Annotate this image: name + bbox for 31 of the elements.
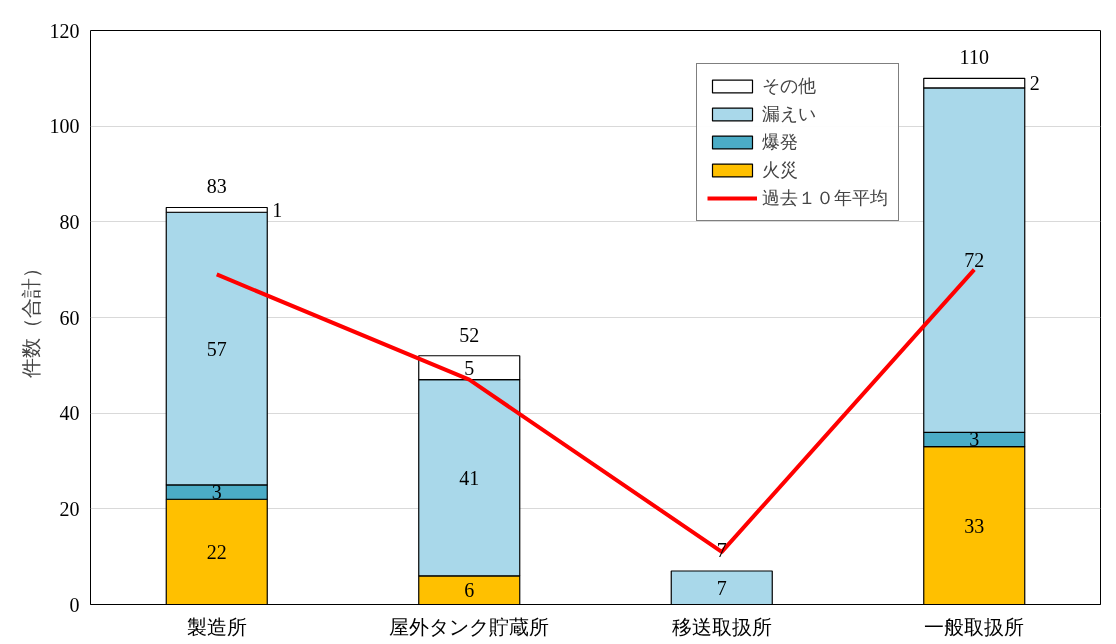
data-label: 41 — [459, 466, 480, 489]
data-label: 33 — [964, 514, 985, 537]
total-label: 52 — [459, 323, 480, 346]
data-label: 2 — [1029, 72, 1040, 95]
data-label: 3 — [211, 481, 222, 504]
x-tick-label: 移送取扱所 — [671, 615, 772, 638]
x-tick-label: 製造所 — [186, 615, 247, 638]
data-label: 57 — [206, 337, 227, 360]
data-label: 1 — [272, 198, 283, 221]
y-axis-title: 件数（合計） — [19, 257, 42, 378]
y-tick-label: 60 — [59, 306, 80, 329]
x-tick-label: 屋外タンク貯蔵所 — [389, 615, 550, 638]
y-tick-label: 40 — [59, 402, 80, 425]
data-label: 72 — [964, 249, 985, 272]
data-label: 5 — [464, 356, 475, 379]
data-label: 22 — [206, 540, 227, 563]
x-tick-label: 一般取扱所 — [924, 615, 1025, 638]
y-tick-label: 20 — [59, 497, 80, 520]
legend-label: 過去１０年平均 — [762, 186, 888, 210]
total-label: 110 — [959, 46, 989, 69]
y-tick-label: 100 — [49, 115, 80, 138]
y-tick-label: 80 — [59, 210, 80, 233]
total-label: 83 — [206, 175, 227, 198]
data-label: 6 — [464, 579, 475, 602]
data-label: 7 — [716, 576, 727, 599]
y-tick-label: 0 — [69, 593, 80, 616]
legend-label: 火災 — [762, 158, 798, 182]
legend-label: 漏えい — [762, 102, 816, 126]
legend-label: その他 — [762, 74, 816, 98]
y-tick-label: 120 — [49, 19, 80, 42]
legend-label: 爆発 — [762, 130, 798, 154]
